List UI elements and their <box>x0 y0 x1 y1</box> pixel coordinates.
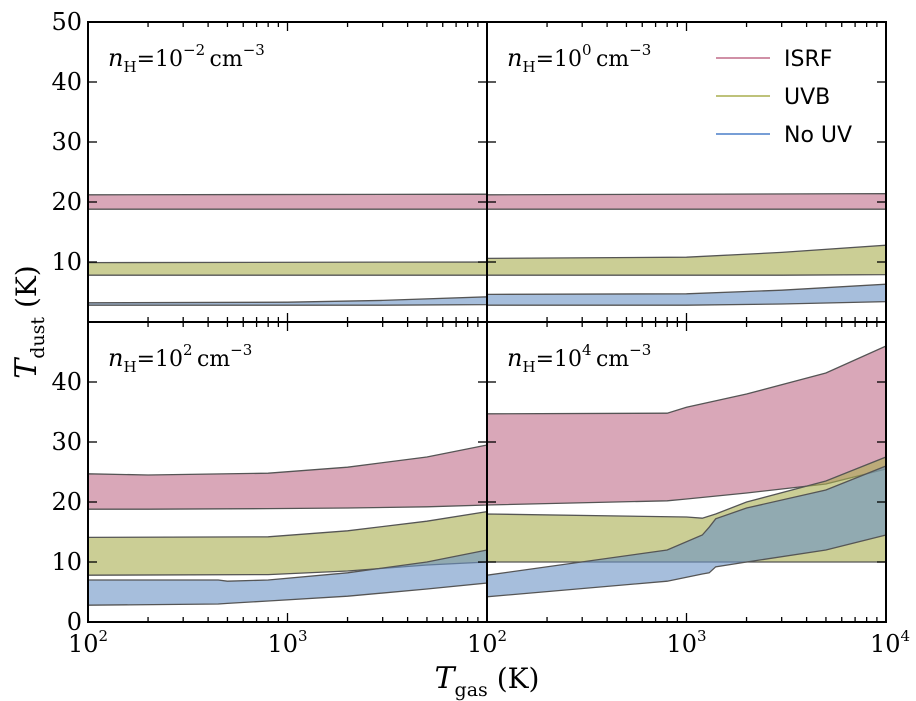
x-tick-label: 103 <box>666 627 706 658</box>
y-tick-label: 30 <box>51 428 82 456</box>
x-tick-label: 103 <box>267 627 307 658</box>
y-tick-label: 10 <box>51 548 82 576</box>
tick-labels: 102 103 102 103 104 10 20 30 40 50 0 10 20 30 40 <box>51 8 910 658</box>
panel-labels: nH=10−2 cm−3 nH=100 cm−3 nH=102 cm−3 nH=104… <box>108 41 651 376</box>
y-tick-label: 30 <box>51 128 82 156</box>
legend-label: ISRF <box>784 47 832 72</box>
axis-titles: Tgas (K) Tdust (K) <box>9 265 539 701</box>
panel-label-top-left: nH=10−2 cm−3 <box>108 41 265 76</box>
band-no-uv-top-left <box>87 296 488 306</box>
band-isrf-top-right <box>486 192 887 210</box>
tick-marks <box>87 21 887 623</box>
y-tick-label: 50 <box>51 8 82 36</box>
y-tick-label: 20 <box>51 188 82 216</box>
y-tick-label: 20 <box>51 488 82 516</box>
y-axis-title: Tdust (K) <box>9 265 49 378</box>
band-uvb-top-right <box>486 244 887 276</box>
x-tick-label: 104 <box>870 627 910 658</box>
panel-top-right <box>486 192 887 306</box>
y-tick-label: 10 <box>51 248 82 276</box>
y-tick-label: 40 <box>51 368 82 396</box>
panels-layer <box>87 192 887 606</box>
x-axis-title: Tgas (K) <box>435 661 540 701</box>
legend-item-uvb: UVB <box>716 85 830 110</box>
y-tick-label: 40 <box>51 68 82 96</box>
panel-bottom-left <box>87 444 488 606</box>
legend-item-isrf: ISRF <box>716 47 832 72</box>
panel-bottom-right <box>486 344 887 598</box>
band-uvb-top-left <box>87 261 488 276</box>
panel-top-left <box>87 193 488 306</box>
panel-label-bottom-left: nH=102 cm−3 <box>108 341 252 376</box>
band-isrf-bottom-left <box>87 444 488 510</box>
x-tick-label: 102 <box>467 627 507 658</box>
legend-item-no-uv: No UV <box>716 123 852 148</box>
legend-label: UVB <box>784 85 830 110</box>
legend-label: No UV <box>784 123 852 148</box>
x-tick-label: 102 <box>68 627 108 658</box>
panel-label-top-right: nH=100 cm−3 <box>507 41 651 76</box>
y-tick-label: 0 <box>67 608 82 636</box>
panel-label-bottom-right: nH=104 cm−3 <box>507 341 651 376</box>
band-isrf-top-left <box>87 193 488 210</box>
band-no-uv-top-right <box>486 283 887 306</box>
legend: ISRF UVB No UV <box>716 47 852 148</box>
y-axis-title-group: Tdust (K) <box>9 265 49 378</box>
